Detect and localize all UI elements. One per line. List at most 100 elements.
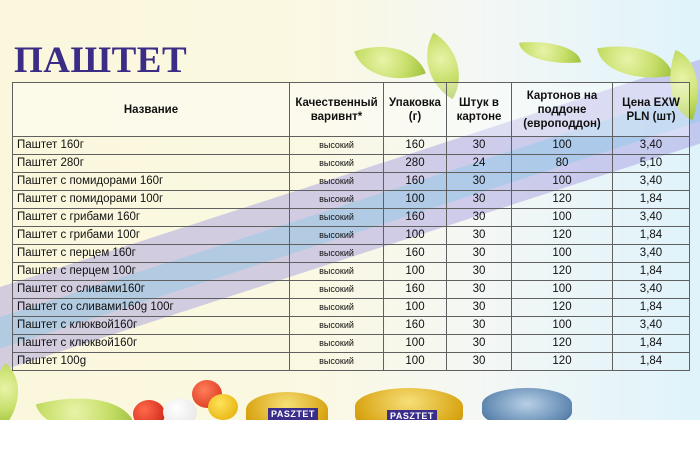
cell-cartons-pallet: 120 xyxy=(511,262,613,281)
table-body: Паштет 160г высокий 160 30 100 3,40 Паштет 280… xyxy=(12,136,690,371)
cell-price: 3,40 xyxy=(612,208,690,227)
cell-quality: высокий xyxy=(289,172,384,191)
cell-per-carton: 30 xyxy=(446,262,512,281)
cell-price: 3,40 xyxy=(612,172,690,191)
leaf-decoration xyxy=(0,362,37,420)
table-row: Паштет с перцем 160г высокий 160 30 100 3,40 xyxy=(12,244,690,263)
cell-price: 1,84 xyxy=(612,352,690,371)
can-label: PASZTET xyxy=(387,410,437,420)
price-table: Название Качественный варивнт* Упаковка … xyxy=(12,82,690,371)
pasztet-can-open xyxy=(482,388,572,420)
cell-quality: высокий xyxy=(289,154,384,173)
cell-price: 1,84 xyxy=(612,226,690,245)
cell-name: Паштет с клюквой160г xyxy=(12,334,290,353)
cell-cartons-pallet: 120 xyxy=(511,352,613,371)
pasztet-can: PASZTET xyxy=(355,388,463,420)
cell-name: Паштет с грибами 100г xyxy=(12,226,290,245)
cell-package: 100 xyxy=(383,226,447,245)
cell-cartons-pallet: 120 xyxy=(511,190,613,209)
cell-cartons-pallet: 100 xyxy=(511,208,613,227)
header-cartons-pallet: Картонов на поддоне (европоддон) xyxy=(511,82,613,137)
header-package: Упаковка (г) xyxy=(383,82,447,137)
cell-package: 160 xyxy=(383,244,447,263)
cell-cartons-pallet: 100 xyxy=(511,280,613,299)
table-row: Паштет с перцем 100г высокий 100 30 120 1,84 xyxy=(12,262,690,281)
cell-price: 1,84 xyxy=(612,298,690,317)
cell-package: 160 xyxy=(383,316,447,335)
cell-name: Паштет с грибами 160г xyxy=(12,208,290,227)
cell-cartons-pallet: 100 xyxy=(511,136,613,155)
cell-cartons-pallet: 100 xyxy=(511,244,613,263)
cell-quality: высокий xyxy=(289,226,384,245)
table-row: Паштет с грибами 100г высокий 100 30 120 1,84 xyxy=(12,226,690,245)
slide-background: PASZTET PASZTET ПАШТЕТ Название Качестве… xyxy=(0,0,700,420)
cell-quality: высокий xyxy=(289,190,384,209)
table-row: Паштет 280г высокий 280 24 80 5,10 xyxy=(12,154,690,173)
table-row: Паштет с грибами 160г высокий 160 30 100 3,40 xyxy=(12,208,690,227)
cell-price: 5,10 xyxy=(612,154,690,173)
cell-name: Паштет со сливами160g 100г xyxy=(12,298,290,317)
header-per-carton: Штук в картоне xyxy=(446,82,512,137)
cell-per-carton: 30 xyxy=(446,352,512,371)
cell-cartons-pallet: 120 xyxy=(511,334,613,353)
cell-price: 1,84 xyxy=(612,190,690,209)
pepper-decoration xyxy=(208,394,238,420)
table-row: Паштет со сливами160g 100г высокий 100 30 12… xyxy=(12,298,690,317)
cell-package: 280 xyxy=(383,154,447,173)
table-header-row: Название Качественный варивнт* Упаковка … xyxy=(12,82,690,137)
cell-name: Паштет 160г xyxy=(12,136,290,155)
pasztet-can: PASZTET xyxy=(246,392,328,420)
cell-name: Паштет с помидорами 160г xyxy=(12,172,290,191)
cell-package: 160 xyxy=(383,208,447,227)
cell-quality: высокий xyxy=(289,298,384,317)
header-price: Цена EXW PLN (шт) xyxy=(612,82,690,137)
cell-package: 100 xyxy=(383,334,447,353)
cell-name: Паштет 280г xyxy=(12,154,290,173)
cell-per-carton: 30 xyxy=(446,136,512,155)
cell-cartons-pallet: 100 xyxy=(511,316,613,335)
table-row: Паштет с клюквой160г высокий 160 30 100 3,40 xyxy=(12,316,690,335)
cell-per-carton: 30 xyxy=(446,208,512,227)
cell-per-carton: 30 xyxy=(446,298,512,317)
cell-per-carton: 30 xyxy=(446,280,512,299)
cell-package: 100 xyxy=(383,298,447,317)
cell-package: 160 xyxy=(383,280,447,299)
cell-quality: высокий xyxy=(289,208,384,227)
cell-cartons-pallet: 80 xyxy=(511,154,613,173)
table-row: Паштет 100g высокий 100 30 120 1,84 xyxy=(12,352,690,371)
cell-quality: высокий xyxy=(289,334,384,353)
header-quality: Качественный варивнт* xyxy=(289,82,384,137)
header-name: Название xyxy=(12,82,290,137)
leaf-decoration xyxy=(35,381,135,420)
cell-package: 100 xyxy=(383,352,447,371)
cell-per-carton: 30 xyxy=(446,244,512,263)
table-row: Паштет с клюквой160г высокий 100 30 120 1,84 xyxy=(12,334,690,353)
mozzarella-decoration xyxy=(163,398,197,420)
cell-name: Паштет с перцем 160г xyxy=(12,244,290,263)
cell-price: 1,84 xyxy=(612,262,690,281)
bottom-white-strip xyxy=(0,420,700,465)
table-row: Паштет с помидорами 100г высокий 100 30 120 1… xyxy=(12,190,690,209)
table-row: Паштет 160г высокий 160 30 100 3,40 xyxy=(12,136,690,155)
cell-quality: высокий xyxy=(289,262,384,281)
cell-name: Паштет с клюквой160г xyxy=(12,316,290,335)
cell-package: 160 xyxy=(383,136,447,155)
cell-name: Паштет с помидорами 100г xyxy=(12,190,290,209)
cell-per-carton: 30 xyxy=(446,334,512,353)
table-row: Паштет с помидорами 160г высокий 160 30 100 3… xyxy=(12,172,690,191)
cell-name: Паштет с перцем 100г xyxy=(12,262,290,281)
cell-package: 100 xyxy=(383,262,447,281)
cell-price: 3,40 xyxy=(612,280,690,299)
page-title: ПАШТЕТ xyxy=(14,40,188,81)
cell-cartons-pallet: 100 xyxy=(511,172,613,191)
tomato-decoration xyxy=(133,400,165,420)
cell-quality: высокий xyxy=(289,244,384,263)
cell-per-carton: 30 xyxy=(446,226,512,245)
cell-per-carton: 30 xyxy=(446,190,512,209)
cell-quality: высокий xyxy=(289,316,384,335)
cell-price: 1,84 xyxy=(612,334,690,353)
cell-price: 3,40 xyxy=(612,316,690,335)
cell-quality: высокий xyxy=(289,136,384,155)
can-label: PASZTET xyxy=(268,408,318,420)
table-row: Паштет со сливами160г высокий 160 30 100 3,40 xyxy=(12,280,690,299)
